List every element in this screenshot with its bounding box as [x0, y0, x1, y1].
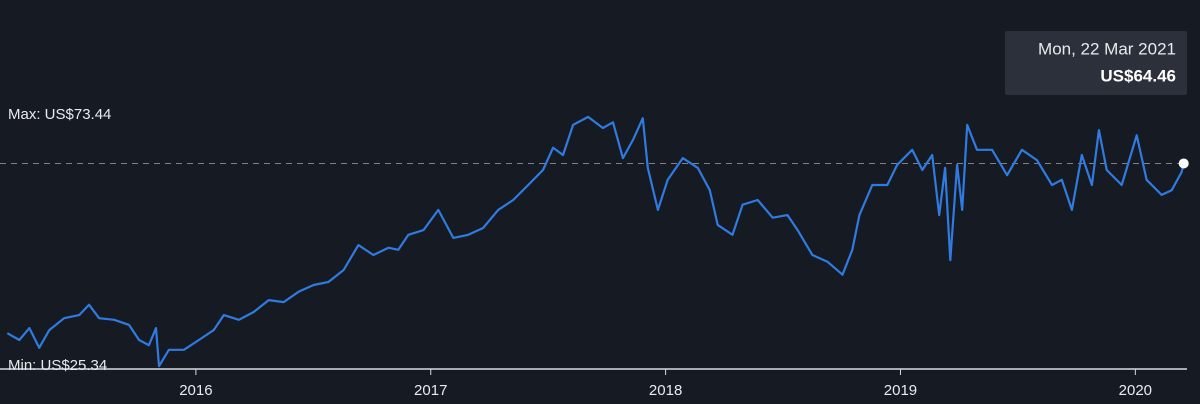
tooltip-date: Mon, 22 Mar 2021 — [1038, 39, 1176, 58]
current-point — [1178, 158, 1189, 169]
x-tick-label: 2017 — [414, 382, 447, 399]
max-label: Max: US$73.44 — [8, 106, 111, 123]
tooltip-value: US$64.46 — [1100, 66, 1176, 85]
x-tick-label: 2018 — [649, 382, 682, 399]
price-line — [6, 115, 1185, 368]
x-tick-label: 2016 — [179, 382, 212, 399]
min-label: Min: US$25.34 — [8, 357, 107, 374]
x-tick-label: 2020 — [1119, 382, 1152, 399]
x-tick-label: 2019 — [884, 382, 917, 399]
tooltip-box — [1005, 31, 1187, 95]
tooltip: Mon, 22 Mar 2021 US$64.46 — [1005, 31, 1187, 95]
